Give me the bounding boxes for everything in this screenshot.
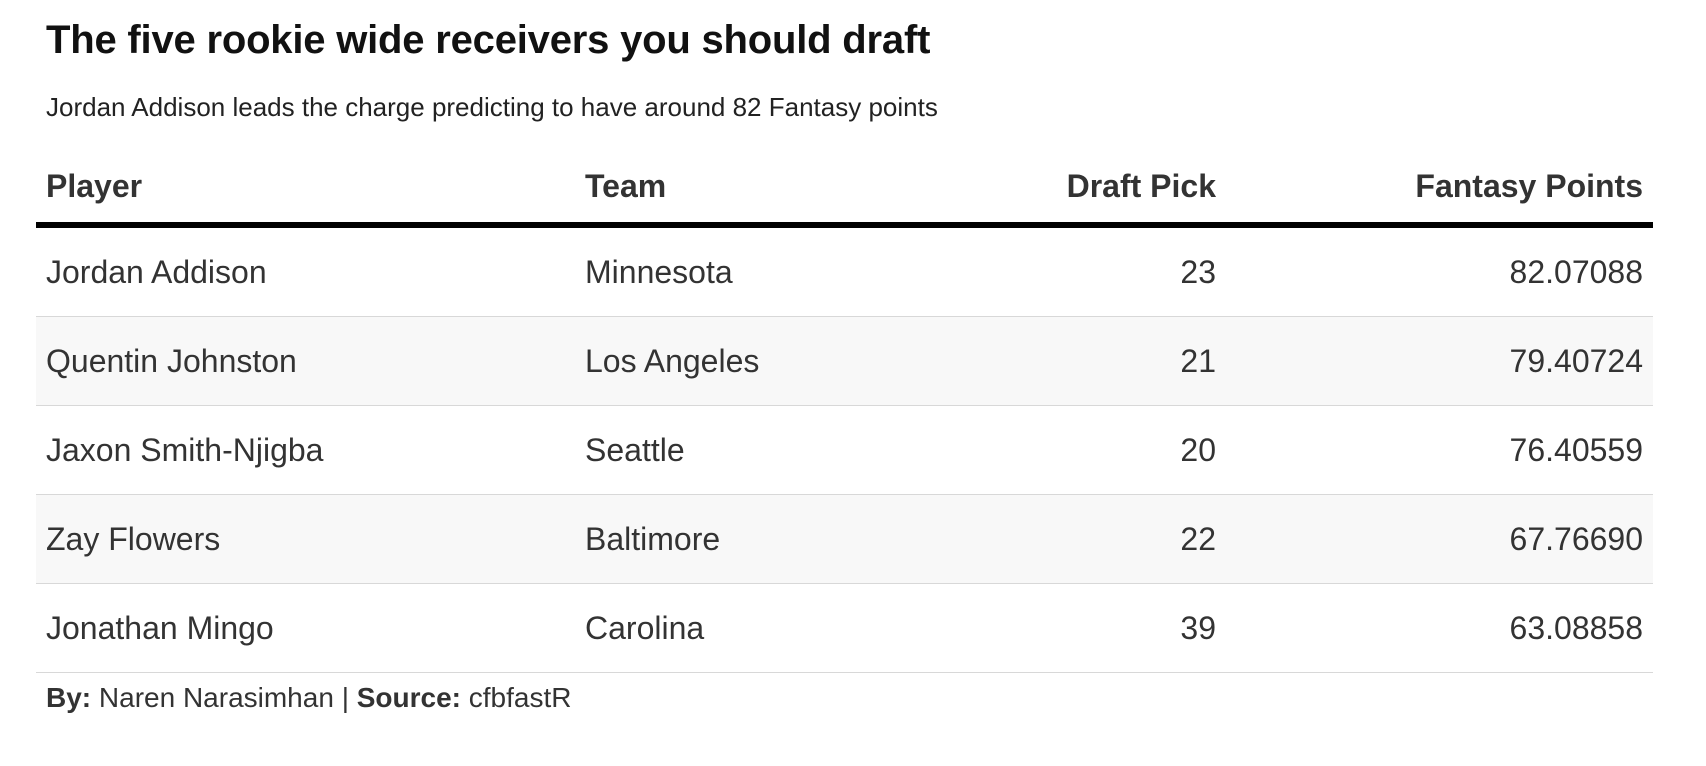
table-row: Jaxon Smith-Njigba Seattle 20 76.40559 <box>36 406 1653 495</box>
player-cell: Jordan Addison <box>46 253 267 290</box>
author-name: Naren Narasimhan <box>98 682 334 713</box>
column-header-draft-pick: Draft Pick <box>1066 167 1216 204</box>
draft-pick-cell: 20 <box>1180 431 1216 468</box>
by-label: By: <box>46 682 92 713</box>
draft-pick-cell: 39 <box>1180 609 1216 646</box>
table-row: Quentin Johnston Los Angeles 21 79.40724 <box>36 317 1653 406</box>
column-header-player: Player <box>46 167 143 204</box>
fantasy-points-cell: 79.40724 <box>1509 342 1643 379</box>
team-cell: Minnesota <box>585 253 733 290</box>
fantasy-points-cell: 63.08858 <box>1509 609 1643 646</box>
draft-pick-cell: 23 <box>1180 253 1216 290</box>
table-row: Zay Flowers Baltimore 22 67.76690 <box>36 495 1653 584</box>
footer-separator: | <box>341 682 349 713</box>
player-cell: Quentin Johnston <box>46 342 297 379</box>
table-row: Jordan Addison Minnesota 23 82.07088 <box>36 228 1653 317</box>
fantasy-points-cell: 76.40559 <box>1509 431 1643 468</box>
draft-pick-cell: 21 <box>1180 342 1216 379</box>
team-cell: Los Angeles <box>585 342 760 379</box>
column-header-team: Team <box>585 167 667 204</box>
source-label: Source: <box>356 682 461 713</box>
table-row: Jonathan Mingo Carolina 39 63.08858 <box>36 584 1653 673</box>
player-cell: Jaxon Smith-Njigba <box>46 431 324 468</box>
draft-pick-cell: 22 <box>1180 520 1216 557</box>
player-cell: Zay Flowers <box>46 520 221 557</box>
fantasy-points-cell: 82.07088 <box>1509 253 1643 290</box>
chart-title: The five rookie wide receivers you shoul… <box>46 18 931 62</box>
chart-subtitle: Jordan Addison leads the charge predicti… <box>46 92 938 122</box>
credit-line: By: Naren Narasimhan | Source: cfbfastR <box>46 682 571 714</box>
column-header-fantasy-points: Fantasy Points <box>1415 167 1643 204</box>
team-cell: Baltimore <box>585 520 721 557</box>
fantasy-points-cell: 67.76690 <box>1509 520 1643 557</box>
team-cell: Seattle <box>585 431 685 468</box>
source-name: cfbfastR <box>468 682 572 713</box>
team-cell: Carolina <box>585 609 705 646</box>
player-cell: Jonathan Mingo <box>46 609 274 646</box>
table-header-row: Player Team Draft Pick Fantasy Points <box>36 150 1653 228</box>
data-table: Player Team Draft Pick Fantasy Points Jo… <box>36 150 1653 673</box>
